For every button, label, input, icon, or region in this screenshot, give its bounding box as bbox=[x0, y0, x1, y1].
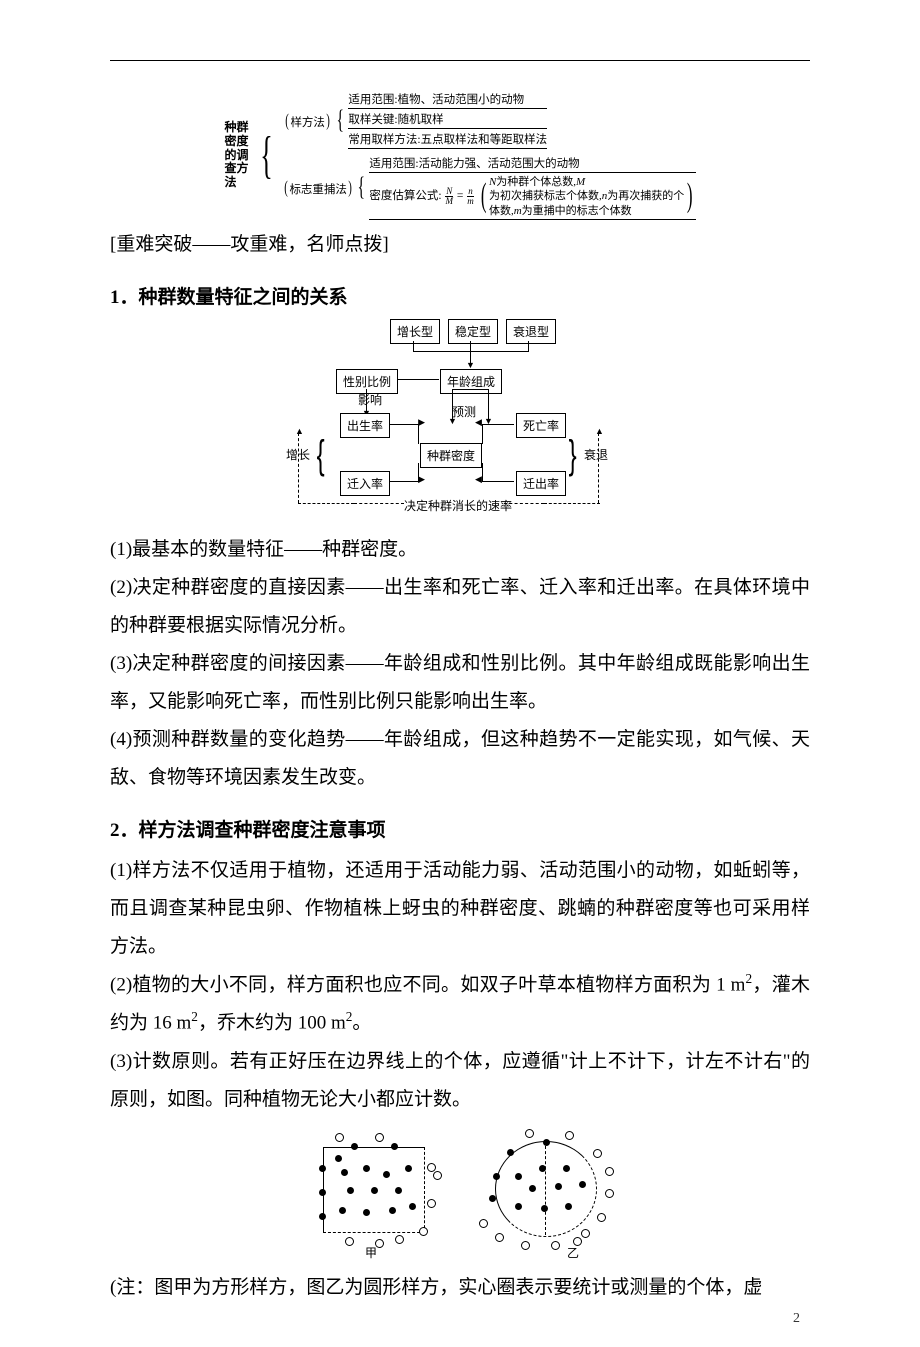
body-text: (3)计数原则。若有正好压在边界线上的个体，应遵循"计上不计下，计左不计右"的原… bbox=[110, 1043, 810, 1119]
brace-icon: { bbox=[261, 135, 273, 177]
node-decline-type: 衰退型 bbox=[506, 319, 556, 344]
quadrat-circle: 乙 bbox=[475, 1129, 615, 1259]
brace-icon: { bbox=[357, 177, 364, 198]
node-density: 种群密度 bbox=[420, 443, 482, 468]
leaf-item: 适用范围:植物、活动范围小的动物 bbox=[348, 91, 547, 109]
body-text: (注：图甲为方形样方，图乙为圆形样方，实心圈表示要统计或测量的个体，虚 bbox=[110, 1269, 810, 1307]
body-text: (2)决定种群密度的直接因素——出生率和死亡率、迁入率和迁出率。在具体环境中的种… bbox=[110, 569, 810, 645]
node-death: 死亡率 bbox=[516, 413, 566, 438]
node-stable-type: 稳定型 bbox=[448, 319, 498, 344]
page-number: 2 bbox=[793, 1311, 800, 1327]
caption-right: 乙 bbox=[567, 1244, 579, 1261]
node-emigration: 迁出率 bbox=[516, 471, 566, 496]
brace-icon: { bbox=[336, 110, 343, 131]
caption-left: 甲 bbox=[365, 1244, 377, 1261]
heading-1: 1．种群数量特征之间的关系 bbox=[110, 282, 810, 309]
label-decline: 衰退 bbox=[584, 446, 608, 463]
concept-tree-diagram: 种群密度的调查方法 { (样方法) { 适用范围:植物、活动范围小的动物 取样关… bbox=[110, 91, 810, 220]
branch-label: (标志重捕法) bbox=[281, 177, 353, 198]
label-influence: 影响 bbox=[358, 391, 382, 408]
quadrat-square: 甲 bbox=[305, 1129, 445, 1259]
leaf-item: 适用范围:活动能力强、活动范围大的动物 bbox=[369, 155, 695, 173]
leaf-item: 常用取样方法:五点取样法和等距取样法 bbox=[348, 131, 547, 149]
body-text: (4)预测种群数量的变化趋势——年龄组成，但这种趋势不一定能实现，如气候、天敌、… bbox=[110, 721, 810, 797]
body-text: (1)样方法不仅适用于植物，还适用于活动能力弱、活动范围小的动物，如蚯蚓等，而且… bbox=[110, 852, 810, 966]
leaf-item: 密度估算公式: NM = nm (N为种群个体总数,M为初次捕获标志个体数,n为… bbox=[369, 175, 695, 220]
brace-icon: } bbox=[569, 439, 577, 471]
heading-2: 2．样方法调查种群密度注意事项 bbox=[110, 815, 810, 842]
body-text: (1)最基本的数量特征——种群密度。 bbox=[110, 531, 810, 569]
flowchart-diagram: 增长型 稳定型 衰退型 性别比例 年龄组成 影响 预测 出生率 死亡率 种群密度… bbox=[280, 319, 640, 519]
section-label: [重难突破——攻重难，名师点拨] bbox=[110, 226, 810, 264]
label-bottom: 决定种群消长的速率 bbox=[404, 497, 512, 514]
node-immigration: 迁入率 bbox=[340, 471, 390, 496]
body-text: (3)决定种群密度的间接因素——年龄组成和性别比例。其中年龄组成既能影响出生率，… bbox=[110, 645, 810, 721]
top-rule bbox=[110, 60, 810, 61]
quadrat-diagram: 甲 bbox=[110, 1129, 810, 1259]
brace-icon: { bbox=[317, 439, 325, 471]
leaf-item: 取样关键:随机取样 bbox=[348, 111, 547, 129]
body-text: (2)植物的大小不同，样方面积也应不同。如双子叶草本植物样方面积为 1 m2，灌… bbox=[110, 966, 810, 1043]
tree-root: 种群密度的调查方法 bbox=[224, 121, 252, 190]
node-growth-type: 增长型 bbox=[390, 319, 440, 344]
node-birth: 出生率 bbox=[340, 413, 390, 438]
branch-label: (样方法) bbox=[281, 109, 332, 131]
node-age-comp: 年龄组成 bbox=[440, 369, 502, 394]
